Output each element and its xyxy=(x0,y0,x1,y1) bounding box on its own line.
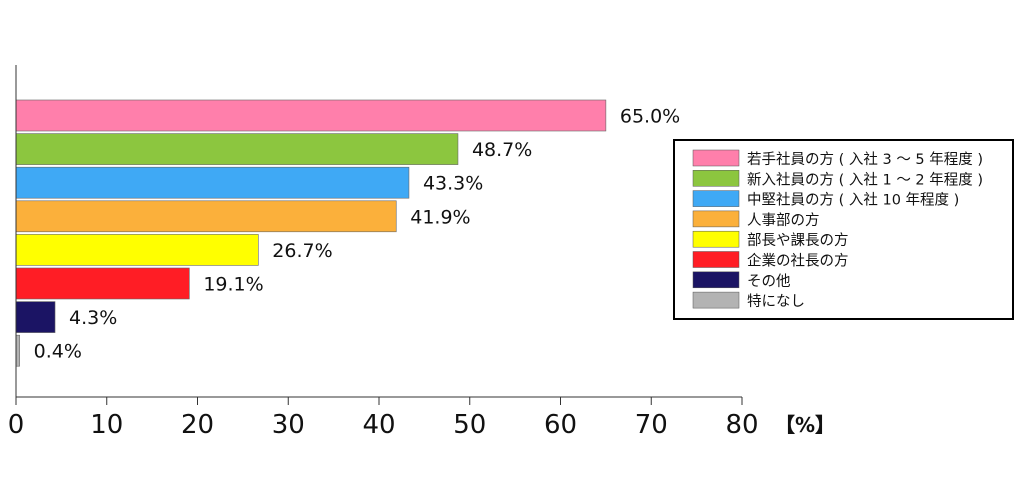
axes-group xyxy=(15,65,743,405)
bar-7 xyxy=(15,334,20,367)
legend-label-7: 特になし xyxy=(747,293,805,310)
bar-2 xyxy=(15,166,410,199)
x-tick-label-8: 80 xyxy=(725,410,758,440)
x-tick-label-4: 40 xyxy=(362,410,395,440)
data-label-2: 43.3% xyxy=(423,173,483,195)
legend-label-1: 新入社員の方 ( 入社 1 ～ 2 年程度 ) xyxy=(747,171,983,188)
data-label-7: 0.4% xyxy=(34,341,82,363)
bar-4 xyxy=(15,234,259,266)
legend-label-4: 部長や課長の方 xyxy=(747,232,849,249)
legend-swatch-4 xyxy=(692,230,740,248)
legend-box xyxy=(673,139,1014,320)
data-label-0: 65.0% xyxy=(620,106,680,128)
bar-0 xyxy=(15,99,607,132)
legend: 若手社員の方 ( 入社 3 ～ 5 年程度 ) 新入社員の方 ( 入社 1 ～ 2… xyxy=(673,139,1014,320)
legend-swatch-6 xyxy=(692,271,740,289)
data-label-1: 48.7% xyxy=(472,139,532,161)
bars-group xyxy=(15,99,607,367)
x-tick-label-2: 20 xyxy=(181,410,214,440)
x-tick-label-0: 0 xyxy=(8,410,25,440)
x-tick-label-3: 30 xyxy=(272,410,305,440)
legend-swatch-7 xyxy=(692,291,740,309)
bar-1 xyxy=(15,133,459,165)
legend-swatch-2 xyxy=(692,190,740,207)
x-tick-label-1: 10 xyxy=(90,410,123,440)
legend-label-5: 企業の社長の方 xyxy=(747,252,849,270)
x-tick-labels-group: 0 10 20 30 40 50 60 70 80 xyxy=(8,410,759,440)
bar-6 xyxy=(15,301,56,333)
data-label-3: 41.9% xyxy=(410,206,470,228)
x-tick-label-7: 70 xyxy=(635,410,668,440)
bar-3 xyxy=(15,200,397,233)
x-tick-label-5: 50 xyxy=(453,410,486,440)
bar-5 xyxy=(15,267,190,300)
legend-swatch-5 xyxy=(692,251,740,268)
data-label-6: 4.3% xyxy=(69,307,117,329)
x-axis-unit-label: 【%】 xyxy=(775,413,835,437)
legend-swatch-0 xyxy=(692,149,740,167)
data-label-4: 26.7% xyxy=(272,240,332,262)
data-label-5: 19.1% xyxy=(203,274,263,296)
legend-label-3: 人事部の方 xyxy=(747,212,820,229)
legend-label-0: 若手社員の方 ( 入社 3 ～ 5 年程度 ) xyxy=(747,151,983,168)
legend-label-6: その他 xyxy=(747,273,791,290)
value-labels-group: 65.0% 48.7% 43.3% 41.9% 26.7% 19.1% 4.3% 0.4% xyxy=(34,106,681,363)
x-tick-label-6: 60 xyxy=(544,410,577,440)
legend-swatch-3 xyxy=(692,210,740,228)
legend-label-2: 中堅社員の方 ( 入社 10 年程度 ) xyxy=(747,192,959,209)
legend-swatch-1 xyxy=(692,170,740,187)
